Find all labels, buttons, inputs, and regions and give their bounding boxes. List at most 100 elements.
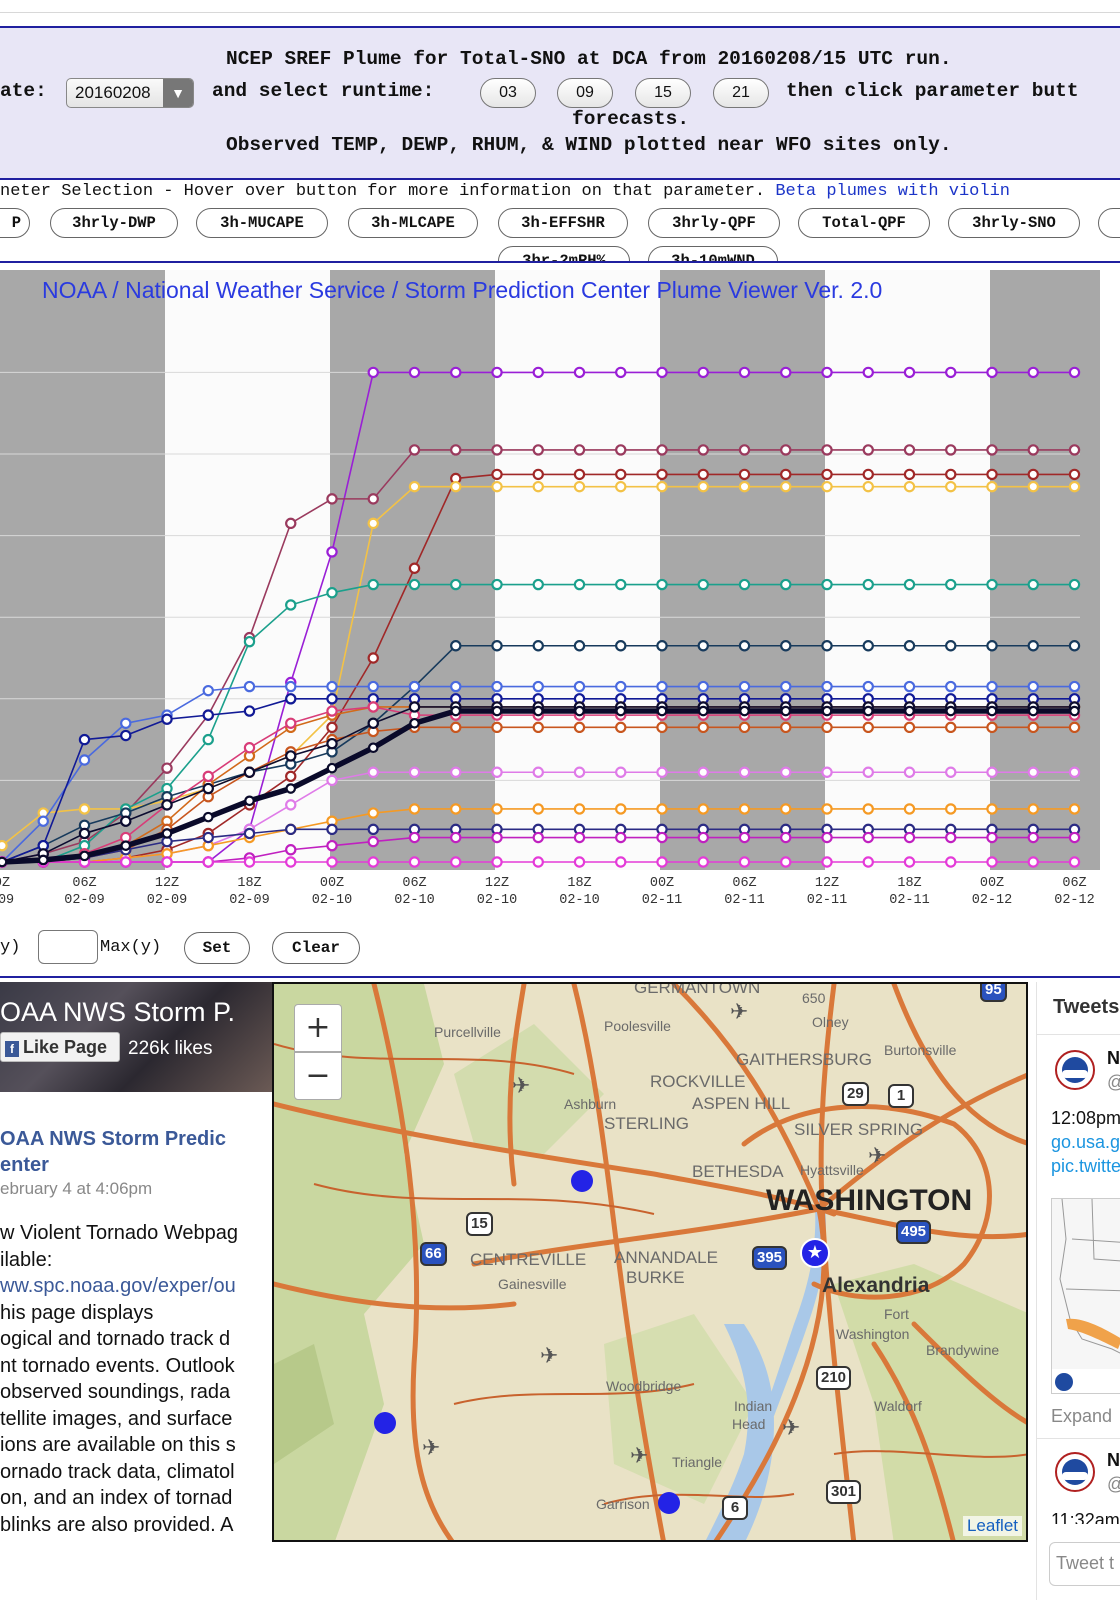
param-button-3hrly-dwp[interactable]: 3hrly-DWP: [50, 208, 178, 238]
data-point: [450, 366, 462, 379]
data-point: [697, 468, 709, 481]
data-point: [697, 578, 709, 591]
data-point: [1068, 640, 1081, 652]
post-link[interactable]: ww.spc.noaa.gov/exper/ou: [0, 1275, 236, 1297]
x-tick-label: 00Z: [980, 876, 1004, 891]
data-point: [243, 856, 256, 868]
data-point: [903, 366, 916, 379]
data-point: [615, 366, 627, 379]
param-button-offscreen[interactable]: [1098, 208, 1120, 238]
data-point: [986, 856, 998, 868]
param-button-3hrly-sno[interactable]: 3hrly-SNO: [948, 208, 1080, 238]
data-point: [738, 856, 751, 868]
date-select-value: 20160208: [75, 83, 151, 102]
data-point: [573, 366, 586, 379]
zoom-in-button[interactable]: +: [294, 1004, 342, 1052]
plume-chart[interactable]: NOAA / National Weather Service / Storm …: [0, 270, 1100, 925]
avatar[interactable]: [1055, 1452, 1095, 1492]
data-point: [285, 783, 297, 794]
post-date[interactable]: ebruary 4 at 4:06pm: [0, 1179, 153, 1198]
param-divider: [0, 261, 1120, 263]
data-point: [532, 803, 544, 815]
x-tick-label: 18Z: [897, 876, 921, 891]
beta-plumes-link[interactable]: Beta plumes with violin: [775, 182, 1010, 201]
tweet-link[interactable]: go.usa.g: [1051, 1132, 1120, 1152]
data-point: [367, 578, 379, 591]
data-point: [491, 705, 503, 717]
param-button-total-qpf[interactable]: Total-QPF: [798, 208, 930, 238]
param-button-3hrly-qpf[interactable]: 3hrly-QPF: [648, 208, 780, 238]
data-point: [821, 680, 833, 693]
station-marker[interactable]: [374, 1412, 396, 1434]
tweet-input[interactable]: Tweet t: [1049, 1542, 1120, 1586]
data-point: [1027, 468, 1039, 481]
x-tick-label: 02-11: [807, 893, 848, 908]
param-button-3hr-2mrh[interactable]: 3hr-2mRH%: [498, 246, 630, 261]
data-point: [161, 762, 173, 774]
date-select[interactable]: 20160208 ▼: [66, 78, 194, 108]
data-point: [573, 444, 586, 456]
data-point: [945, 480, 957, 493]
data-point: [986, 468, 998, 481]
site-map[interactable]: + − GERMANTOWN 650 Olney Purcellville Pooles…: [272, 982, 1028, 1542]
map-place-label: Poolesville: [604, 1018, 671, 1034]
data-point: [739, 705, 750, 717]
data-point: [532, 444, 544, 456]
map-place-label: Head: [732, 1416, 766, 1432]
post-author[interactable]: OAA NWS Storm Predic enter: [0, 1126, 272, 1178]
station-marker[interactable]: [571, 1170, 593, 1192]
runtime-15-button[interactable]: 15: [635, 78, 691, 108]
data-point: [78, 733, 91, 746]
param-button-3h-mucape[interactable]: 3h-MUCAPE: [196, 208, 328, 238]
data-point: [821, 444, 833, 456]
data-point: [903, 831, 916, 844]
dca-star-icon[interactable]: ★: [800, 1238, 830, 1268]
like-page-button[interactable]: f Like Page: [0, 1032, 120, 1062]
map-place-label: Waldorf: [874, 1398, 922, 1414]
x-tick-label: 02-10: [559, 893, 600, 908]
map-place-label: Garrison: [596, 1496, 650, 1512]
data-point: [532, 856, 544, 868]
zoom-out-button[interactable]: −: [294, 1052, 342, 1100]
max-y-input[interactable]: [38, 930, 98, 964]
set-button[interactable]: Set: [184, 932, 250, 964]
map-place-label: Alexandria: [822, 1274, 930, 1297]
data-point: [862, 640, 874, 652]
station-marker[interactable]: [658, 1492, 680, 1514]
param-button-3h-mlcape[interactable]: 3h-MLCAPE: [348, 208, 478, 238]
map-place-label: ASPEN HILL: [692, 1094, 791, 1113]
tweet-image[interactable]: [1051, 1198, 1120, 1394]
data-point: [367, 517, 379, 530]
param-button-partial[interactable]: P: [0, 208, 30, 238]
data-point: [1027, 705, 1039, 717]
leaflet-attribution-link[interactable]: Leaflet: [962, 1516, 1022, 1536]
runtime-21-button[interactable]: 21: [713, 78, 769, 108]
x-tick-label: 02-12: [972, 893, 1013, 908]
data-point: [656, 856, 668, 868]
param-button-3h-effshr[interactable]: 3h-EFFSHR: [498, 208, 628, 238]
post-author-line: enter: [0, 1154, 49, 1176]
data-point: [821, 480, 833, 493]
runtime-09-button[interactable]: 09: [557, 78, 613, 108]
facebook-post: OAA NWS Storm Predic enter ebruary 4 at …: [0, 1092, 272, 1532]
runtime-03-button[interactable]: 03: [480, 78, 536, 108]
avatar[interactable]: [1055, 1050, 1095, 1090]
tweet-link[interactable]: pic.twitte: [1051, 1156, 1120, 1176]
tweet-time[interactable]: 11:32am: [1051, 1510, 1120, 1524]
data-point: [450, 803, 462, 815]
x-tick-label: 02-12: [1054, 893, 1095, 908]
data-point: [986, 705, 998, 717]
data-point: [120, 815, 132, 827]
data-point: [780, 444, 792, 456]
expand-link[interactable]: Expand: [1051, 1406, 1113, 1426]
tweet-author[interactable]: N: [1107, 1048, 1120, 1068]
tweet-time[interactable]: 12:08pm: [1051, 1108, 1120, 1128]
data-point: [1068, 578, 1081, 591]
data-point: [532, 766, 544, 778]
data-point: [780, 578, 792, 591]
data-point: [408, 701, 421, 713]
tweet-author[interactable]: N: [1107, 1450, 1120, 1470]
param-button-3h-10mwnd[interactable]: 3h-10mWND: [648, 246, 778, 261]
facebook-page-name[interactable]: OAA NWS Storm P.: [0, 997, 236, 1027]
clear-button[interactable]: Clear: [272, 932, 360, 964]
